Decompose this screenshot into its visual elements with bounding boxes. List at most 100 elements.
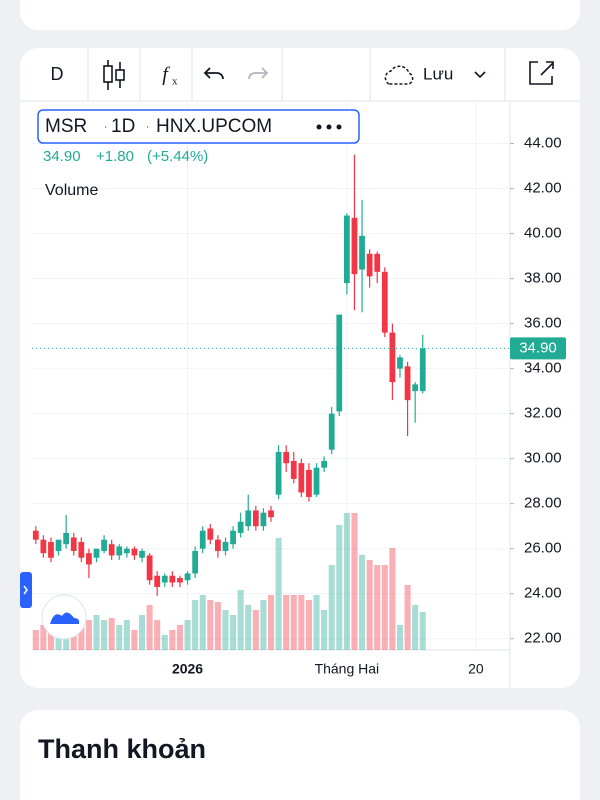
- chart-card: [20, 48, 580, 688]
- symbol-box[interactable]: [37, 109, 360, 144]
- volume-bar: [154, 620, 161, 650]
- y-tick-label: 32.00: [524, 405, 562, 422]
- volume-bar: [78, 625, 85, 650]
- volume-bar: [374, 565, 381, 650]
- volume-bar: [290, 595, 297, 650]
- more-icon[interactable]: [316, 124, 342, 130]
- candle-body: [116, 546, 123, 556]
- save-icon[interactable]: [384, 65, 414, 85]
- price-change-percent: (+5.44%): [147, 148, 208, 165]
- volume-bar: [260, 600, 267, 650]
- volume-bar: [359, 555, 366, 650]
- candle-body: [321, 460, 327, 468]
- price-change: +1.80: [96, 148, 134, 165]
- candle-body: [404, 366, 411, 401]
- dot: ·: [104, 122, 107, 133]
- candle-body: [146, 555, 153, 581]
- y-tick-label: 24.00: [524, 585, 562, 602]
- dot: ·: [146, 122, 149, 133]
- candle-body: [359, 235, 365, 270]
- candle-body: [123, 548, 130, 554]
- volume-label: Volume: [45, 182, 98, 199]
- price-label: 34.90: [519, 339, 557, 356]
- candle-body: [298, 463, 305, 493]
- candle-body: [290, 460, 297, 479]
- candle-body: [245, 510, 252, 527]
- candle-body: [374, 253, 381, 272]
- volume-bar: [169, 630, 176, 650]
- candle-body: [40, 539, 47, 554]
- candle-body: [169, 575, 176, 583]
- volume-bar: [138, 615, 146, 650]
- popout-button[interactable]: [529, 61, 554, 85]
- volume-bar: [404, 585, 411, 650]
- y-tick-label: 36.00: [524, 315, 562, 332]
- volume-bar: [93, 615, 100, 650]
- candle-body: [328, 413, 335, 450]
- logo-mark: [50, 612, 80, 624]
- volume-bar: [305, 600, 312, 650]
- candle-icon[interactable]: [103, 60, 125, 90]
- y-tick-label: 28.00: [524, 495, 562, 512]
- candle-body: [275, 451, 282, 495]
- volume-bar: [207, 600, 214, 650]
- volume-bar: [389, 548, 396, 650]
- y-tick-label: 40.00: [524, 225, 562, 242]
- top-card: [20, 0, 580, 30]
- candle-body: [336, 314, 343, 412]
- candle-body: [161, 575, 168, 583]
- candle-body: [343, 215, 350, 284]
- x-tick-label: 2026: [172, 661, 203, 677]
- section-card: [20, 710, 580, 800]
- volume-bar: [123, 620, 130, 650]
- section-title: Thanh khoản: [38, 734, 206, 764]
- save-button[interactable]: Lưu: [423, 64, 453, 83]
- save-menu[interactable]: [474, 71, 486, 79]
- y-tick-label: 22.00: [524, 630, 562, 647]
- candle-body: [306, 469, 312, 497]
- candle-body: [222, 541, 229, 551]
- indicator-icon[interactable]: f: [162, 64, 170, 86]
- candle-body: [139, 550, 145, 558]
- candle-body: [93, 548, 100, 558]
- volume-bar: [237, 590, 244, 650]
- candle-body: [70, 537, 77, 551]
- volume-bar: [222, 610, 229, 650]
- candle-body: [313, 467, 320, 495]
- candle-body: [366, 253, 373, 277]
- candle-body: [63, 532, 70, 545]
- price-label-box: [510, 337, 566, 360]
- volume-bar: [321, 610, 328, 650]
- volume-bar: [161, 635, 168, 650]
- volume-bar: [396, 625, 404, 650]
- volume-bar: [351, 513, 358, 650]
- y-tick-label: 38.00: [524, 270, 562, 287]
- indicator-icon-sub[interactable]: x: [172, 76, 178, 88]
- volume-bar: [131, 630, 138, 650]
- volume-bar: [176, 625, 183, 650]
- side-tab[interactable]: [20, 572, 32, 608]
- volume-bar: [85, 620, 92, 650]
- undo-button[interactable]: [203, 67, 224, 80]
- volume-bar: [313, 595, 320, 650]
- candle-body: [154, 575, 161, 587]
- volume-bar: [252, 610, 259, 650]
- candle-body: [351, 217, 358, 275]
- y-tick-label: 26.00: [524, 540, 562, 557]
- interval-button[interactable]: D: [51, 64, 64, 84]
- redo-button[interactable]: [248, 67, 269, 80]
- last-price: 34.90: [43, 148, 81, 165]
- candle-body: [215, 539, 221, 551]
- candle-body: [108, 544, 115, 556]
- symbol: MSR: [45, 116, 87, 137]
- volume-bar: [328, 565, 335, 650]
- candle-body: [78, 541, 85, 558]
- volume-bar: [343, 513, 350, 650]
- candle-body: [260, 512, 267, 527]
- candle-body: [199, 530, 206, 549]
- volume-bar: [192, 600, 199, 650]
- plot: [32, 103, 510, 650]
- toolbar: [20, 48, 580, 102]
